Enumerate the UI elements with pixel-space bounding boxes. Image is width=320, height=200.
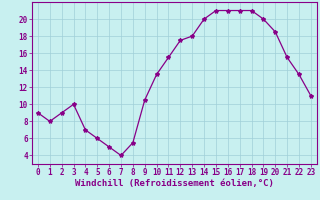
X-axis label: Windchill (Refroidissement éolien,°C): Windchill (Refroidissement éolien,°C) [75,179,274,188]
